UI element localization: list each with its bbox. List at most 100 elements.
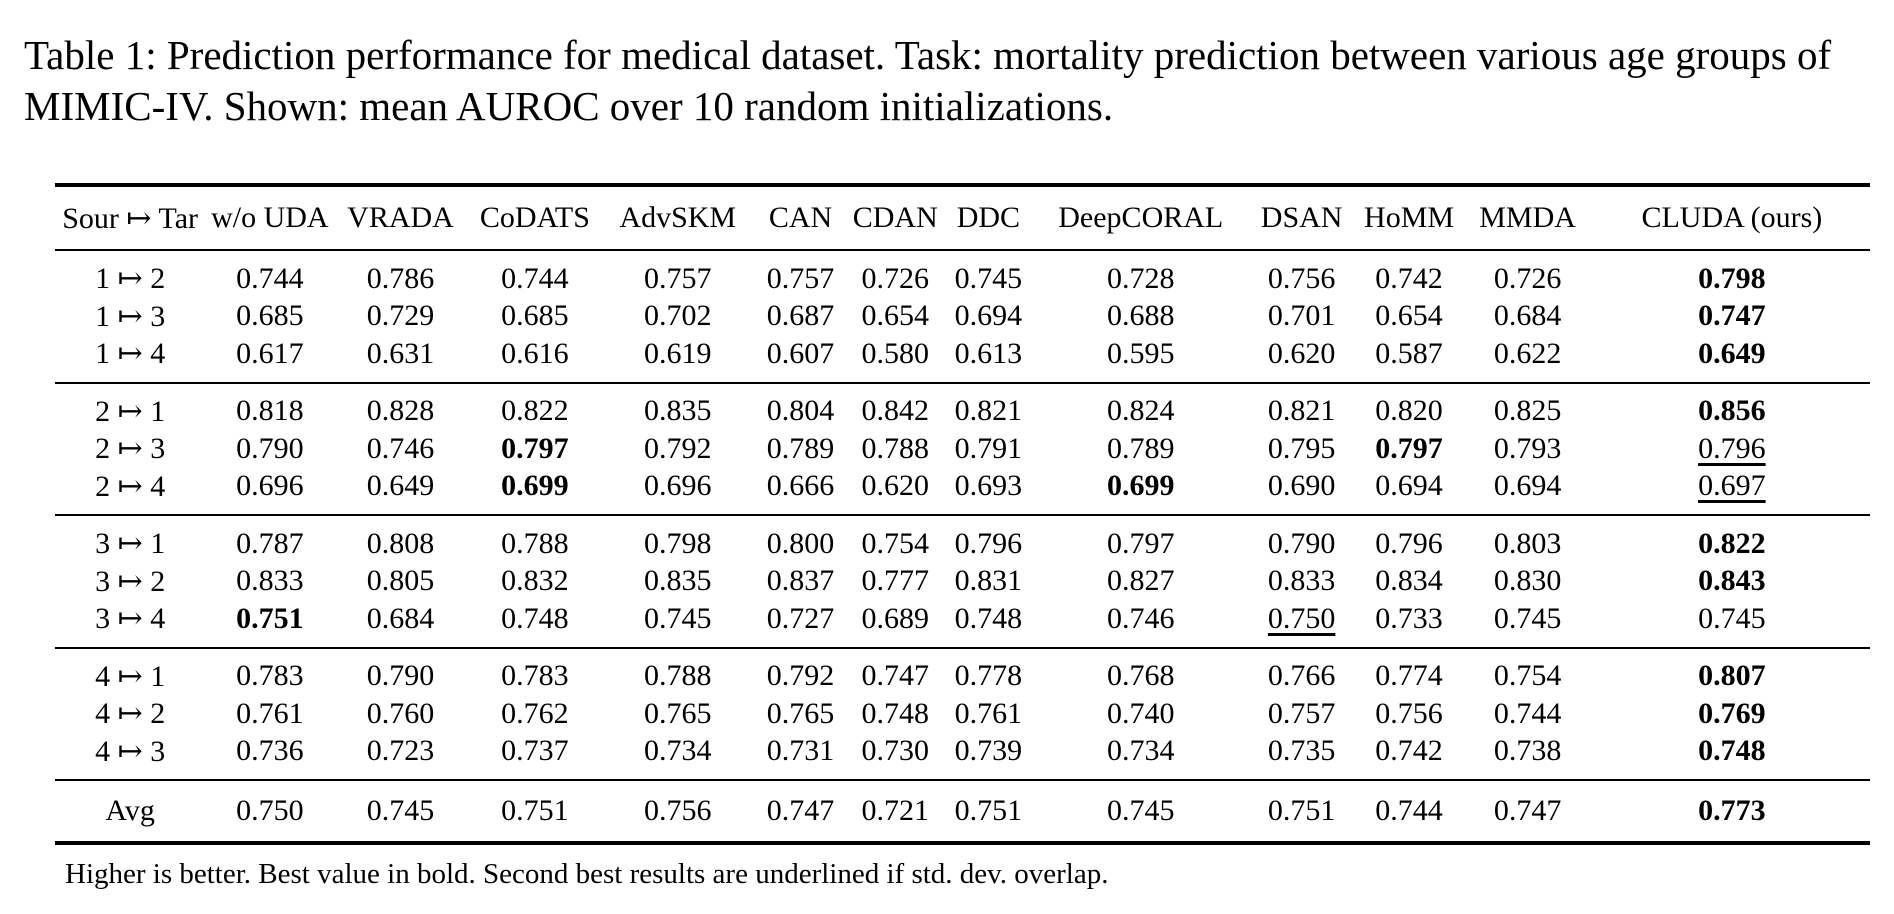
auroc-cell: 0.745 (954, 261, 1023, 295)
auroc-cell: 0.731 (766, 734, 835, 768)
table-row: 1 ↦ 4 0.617 0.631 0.616 0.619 0.607 0.580 0.613… (55, 335, 1870, 383)
auroc-cell: 0.595 (1107, 336, 1175, 370)
row-group: 1 ↦ 2 0.744 0.786 0.744 0.757 0.757 0.726 0.745… (55, 250, 1870, 383)
auroc-cell: 0.765 (644, 696, 712, 730)
auroc-cell: 0.790 (366, 659, 435, 693)
auroc-cell: 0.783 (501, 659, 569, 693)
underlined-value: 0.796 (1698, 431, 1766, 465)
table-row: 4 ↦ 2 0.761 0.760 0.762 0.765 0.765 0.748 0.761… (55, 695, 1870, 733)
average-cell: 0.721 (861, 794, 930, 827)
auroc-cell: 0.834 (1375, 564, 1443, 598)
auroc-cell: 0.726 (1493, 261, 1562, 295)
auroc-cell: 0.754 (1493, 659, 1562, 693)
average-cell: 0.751 (501, 794, 569, 827)
auroc-cell: 0.765 (766, 696, 835, 730)
auroc-cell: 0.696 (644, 469, 712, 503)
auroc-cell: 0.808 (366, 526, 435, 560)
header-cell: DDC (956, 201, 1021, 234)
auroc-cell: 0.833 (236, 564, 304, 598)
auroc-cell: 0.745 (1493, 601, 1562, 635)
auroc-cell: 0.789 (1107, 431, 1175, 465)
auroc-cell: 0.616 (501, 336, 569, 370)
auroc-cell: 0.792 (766, 659, 835, 693)
auroc-cell: 0.701 (1267, 299, 1336, 333)
auroc-cell: 0.739 (954, 734, 1023, 768)
auroc-cell: 0.689 (861, 601, 930, 635)
average-group: Avg 0.750 0.745 0.751 0.756 0.747 0.721 0.751 0.… (55, 780, 1870, 843)
auroc-cell: 0.837 (766, 564, 835, 598)
auroc-cell: 0.843 (1698, 564, 1766, 598)
results-table-container: Sour ↦ Tar w/o UDA VRADA CoDATS AdvSKM C… (55, 183, 1870, 845)
auroc-cell: 0.822 (1698, 526, 1766, 560)
auroc-cell: 0.685 (236, 299, 304, 333)
auroc-cell: 0.792 (644, 431, 712, 465)
auroc-cell: 0.827 (1107, 564, 1175, 598)
auroc-cell: 0.830 (1493, 564, 1562, 598)
auroc-cell: 0.796 (954, 526, 1023, 560)
average-label: Avg (105, 794, 155, 827)
auroc-cell: 0.747 (861, 659, 930, 693)
average-cell: 0.773 (1698, 794, 1766, 827)
auroc-cell: 0.684 (366, 601, 435, 635)
auroc-cell: 0.788 (861, 431, 930, 465)
auroc-cell: 0.649 (1698, 336, 1766, 370)
auroc-cell: 0.766 (1267, 659, 1336, 693)
auroc-cell: 0.702 (644, 299, 712, 333)
auroc-cell: 0.727 (766, 601, 835, 635)
table-row: 2 ↦ 1 0.818 0.828 0.822 0.835 0.804 0.842 0.821… (55, 383, 1870, 431)
auroc-cell: 0.580 (861, 336, 930, 370)
transfer-task-cell: 4 ↦ 2 (95, 697, 166, 731)
auroc-cell: 0.832 (501, 564, 569, 598)
header-cell: VRADA (347, 201, 454, 234)
auroc-cell: 0.757 (1267, 696, 1336, 730)
auroc-cell: 0.797 (501, 431, 569, 465)
header-cell: HoMM (1364, 201, 1455, 234)
auroc-cell: 0.744 (1493, 696, 1562, 730)
table-row: 1 ↦ 3 0.685 0.729 0.685 0.702 0.687 0.654 0.694… (55, 298, 1870, 336)
auroc-cell: 0.825 (1493, 394, 1562, 428)
auroc-cell: 0.774 (1375, 659, 1443, 693)
auroc-cell: 0.696 (236, 469, 304, 503)
auroc-cell: 0.735 (1267, 734, 1336, 768)
average-cell: 0.745 (366, 794, 435, 827)
transfer-task-cell: 2 ↦ 3 (95, 432, 166, 466)
auroc-cell: 0.769 (1698, 696, 1766, 730)
auroc-cell: 0.828 (366, 394, 435, 428)
table-row: 3 ↦ 4 0.751 0.684 0.748 0.745 0.727 0.689 0.748… (55, 600, 1870, 648)
auroc-cell: 0.622 (1493, 336, 1562, 370)
header-cell: CLUDA (ours) (1641, 201, 1823, 234)
auroc-cell: 0.790 (236, 431, 304, 465)
auroc-cell: 0.783 (236, 659, 304, 693)
auroc-cell: 0.742 (1375, 261, 1443, 295)
auroc-cell: 0.842 (861, 394, 930, 428)
header-cell: AdvSKM (619, 201, 737, 234)
auroc-cell: 0.835 (644, 564, 712, 598)
auroc-cell: 0.737 (501, 734, 569, 768)
auroc-cell: 0.824 (1107, 394, 1175, 428)
auroc-cell: 0.835 (644, 394, 712, 428)
auroc-cell: 0.796 (1594, 430, 1870, 468)
header-cell: CAN (768, 201, 833, 234)
row-group: 3 ↦ 1 0.787 0.808 0.788 0.798 0.800 0.754 0.796… (55, 515, 1870, 648)
auroc-cell: 0.757 (766, 261, 835, 295)
average-cell: 0.751 (954, 794, 1023, 827)
auroc-cell: 0.805 (366, 564, 435, 598)
auroc-cell: 0.607 (766, 336, 835, 370)
table-row: 2 ↦ 4 0.696 0.649 0.699 0.696 0.666 0.620 0.693… (55, 468, 1870, 516)
header-cell: Sour ↦ Tar (62, 201, 199, 235)
transfer-task-cell: 3 ↦ 4 (95, 602, 166, 636)
auroc-cell: 0.820 (1375, 394, 1443, 428)
table-row: 4 ↦ 3 0.736 0.723 0.737 0.734 0.731 0.730 0.739… (55, 733, 1870, 781)
auroc-cell: 0.821 (1267, 394, 1336, 428)
auroc-cell: 0.822 (501, 394, 569, 428)
transfer-task-cell: 3 ↦ 1 (95, 527, 166, 561)
auroc-cell: 0.747 (1698, 299, 1766, 333)
transfer-task-cell: 4 ↦ 3 (95, 734, 166, 768)
average-cell: 0.756 (644, 794, 712, 827)
transfer-task-cell: 2 ↦ 4 (95, 469, 166, 503)
auroc-cell: 0.796 (1375, 526, 1443, 560)
auroc-cell: 0.654 (1375, 299, 1443, 333)
auroc-cell: 0.760 (366, 696, 435, 730)
auroc-cell: 0.807 (1698, 659, 1766, 693)
auroc-cell: 0.617 (236, 336, 304, 370)
